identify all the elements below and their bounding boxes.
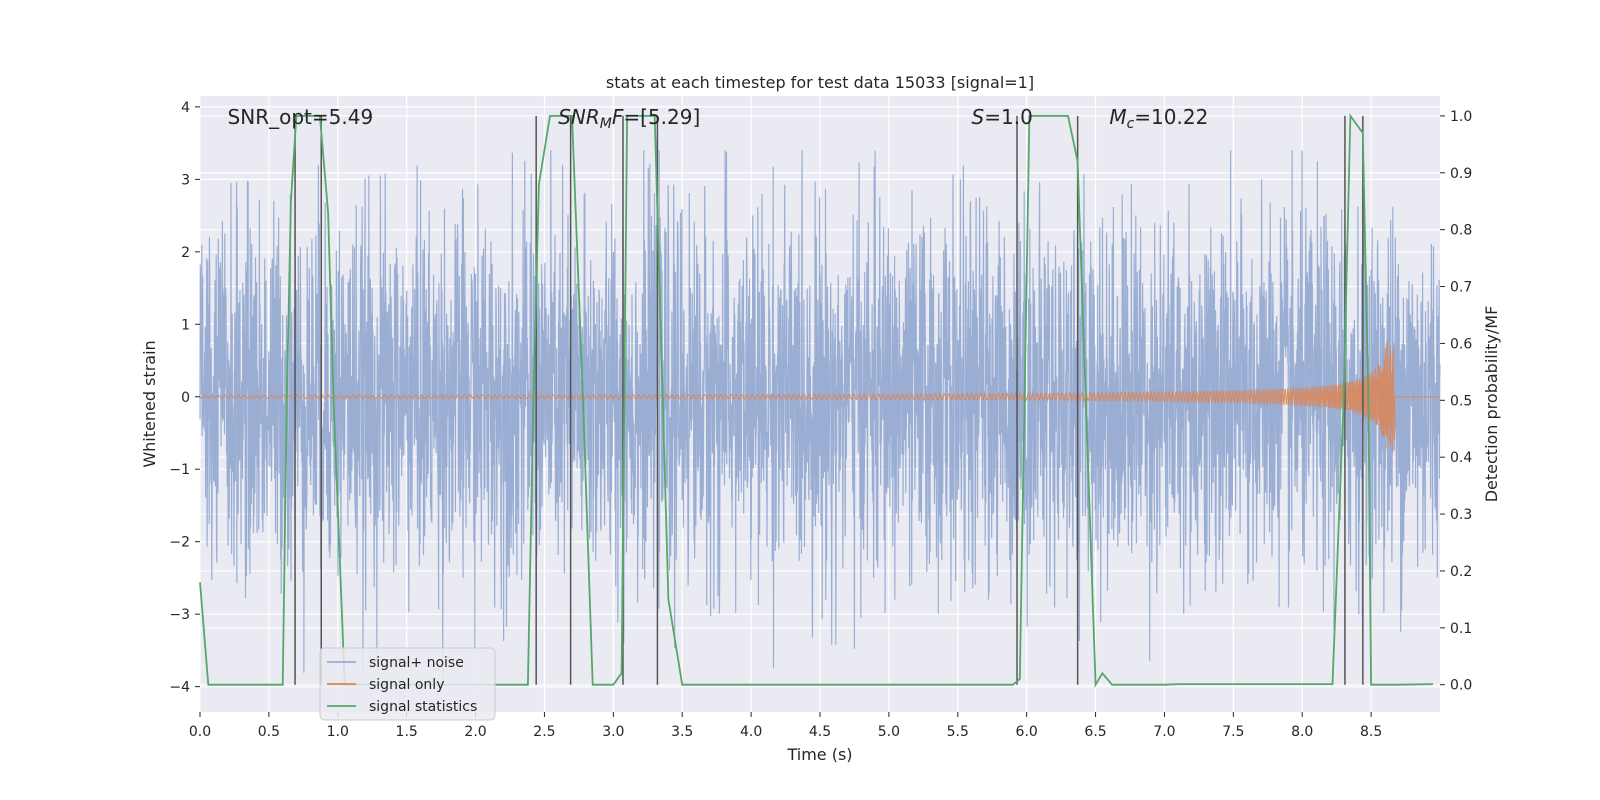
annotation-snr-mf: SNRMF=[5.29] <box>558 105 700 132</box>
y-tick-label: −1 <box>169 462 190 478</box>
y-tick-label: 2 <box>181 245 190 261</box>
x-tick-label: 7.5 <box>1222 724 1244 740</box>
legend-label-stats: signal statistics <box>369 699 477 715</box>
vertical-markers <box>294 115 1364 685</box>
x-tick-label: 1.0 <box>327 724 349 740</box>
x-tick-label: 3.5 <box>671 724 693 740</box>
legend: signal+ noise signal only signal statist… <box>319 647 496 721</box>
y-tick-label: −3 <box>169 607 190 623</box>
y2-axis-label: Detection probability/MF <box>1482 306 1501 503</box>
x-tick-label: 0.0 <box>189 724 211 740</box>
x-tick-label: 5.5 <box>947 724 969 740</box>
y-tick-label: 3 <box>181 172 190 188</box>
y2-tick-label: 0.2 <box>1450 564 1472 580</box>
x-tick-label: 6.0 <box>1016 724 1038 740</box>
y2-tick-label: 0.3 <box>1450 507 1472 523</box>
series-signal-plus-noise <box>199 150 1441 680</box>
y2-tick-label: 0.6 <box>1450 336 1472 352</box>
legend-label-signal: signal only <box>369 677 444 693</box>
y-axis-right: 0.0 0.1 0.2 0.3 0.4 0.5 0.6 0.7 0.8 0.9 1.0 <box>1440 109 1472 694</box>
y-axis-label: Whitened strain <box>140 340 159 467</box>
y2-tick-label: 0.5 <box>1450 393 1472 409</box>
y-axis-left: −4 −3 −2 −1 0 1 2 3 4 <box>169 100 200 696</box>
legend-box <box>319 647 496 721</box>
stats-trace <box>199 113 1434 688</box>
x-tick-label: 2.5 <box>533 724 555 740</box>
x-tick-label: 8.5 <box>1360 724 1382 740</box>
annotations: SNR_opt=5.49 SNRMF=[5.29] S=1.0 Mc=10.22 <box>228 105 1209 132</box>
y2-tick-label: 0.7 <box>1450 280 1472 296</box>
x-tick-label: 1.5 <box>396 724 418 740</box>
series-signal-only <box>199 340 1440 453</box>
y2-tick-label: 0.9 <box>1450 166 1472 182</box>
x-tick-label: 7.0 <box>1153 724 1175 740</box>
y2-tick-label: 0.4 <box>1450 450 1472 466</box>
y-tick-label: −4 <box>169 680 190 696</box>
y-tick-label: 0 <box>181 390 190 406</box>
noise-trace <box>199 150 1441 680</box>
x-tick-label: 4.0 <box>740 724 762 740</box>
y2-tick-label: 0.0 <box>1450 678 1472 694</box>
series-signal-statistics <box>199 113 1434 688</box>
y-tick-label: 1 <box>181 317 190 333</box>
x-tick-label: 0.5 <box>258 724 280 740</box>
annotation-snr-opt: SNR_opt=5.49 <box>228 105 374 129</box>
signal-trace <box>199 340 1440 453</box>
x-tick-label: 5.0 <box>878 724 900 740</box>
y-tick-label: 4 <box>181 100 190 116</box>
x-tick-label: 6.5 <box>1084 724 1106 740</box>
y2-tick-label: 1.0 <box>1450 109 1472 125</box>
chart-title: stats at each timestep for test data 150… <box>606 73 1034 92</box>
y-tick-label: −2 <box>169 535 190 551</box>
x-axis-label: Time (s) <box>786 745 852 764</box>
x-tick-label: 3.0 <box>602 724 624 740</box>
x-tick-label: 2.0 <box>464 724 486 740</box>
annotation-s: S=1.0 <box>972 105 1033 129</box>
y2-tick-label: 0.8 <box>1450 223 1472 239</box>
y2-tick-label: 0.1 <box>1450 621 1472 637</box>
annotation-mc: Mc=10.22 <box>1109 105 1208 132</box>
x-tick-label: 8.0 <box>1291 724 1313 740</box>
x-tick-label: 4.5 <box>809 724 831 740</box>
legend-label-noise: signal+ noise <box>369 655 464 671</box>
x-axis: 0.0 0.5 1.0 1.5 2.0 2.5 3.0 3.5 4.0 4.5 5.0 5.5 6.0 6… <box>189 712 1382 740</box>
